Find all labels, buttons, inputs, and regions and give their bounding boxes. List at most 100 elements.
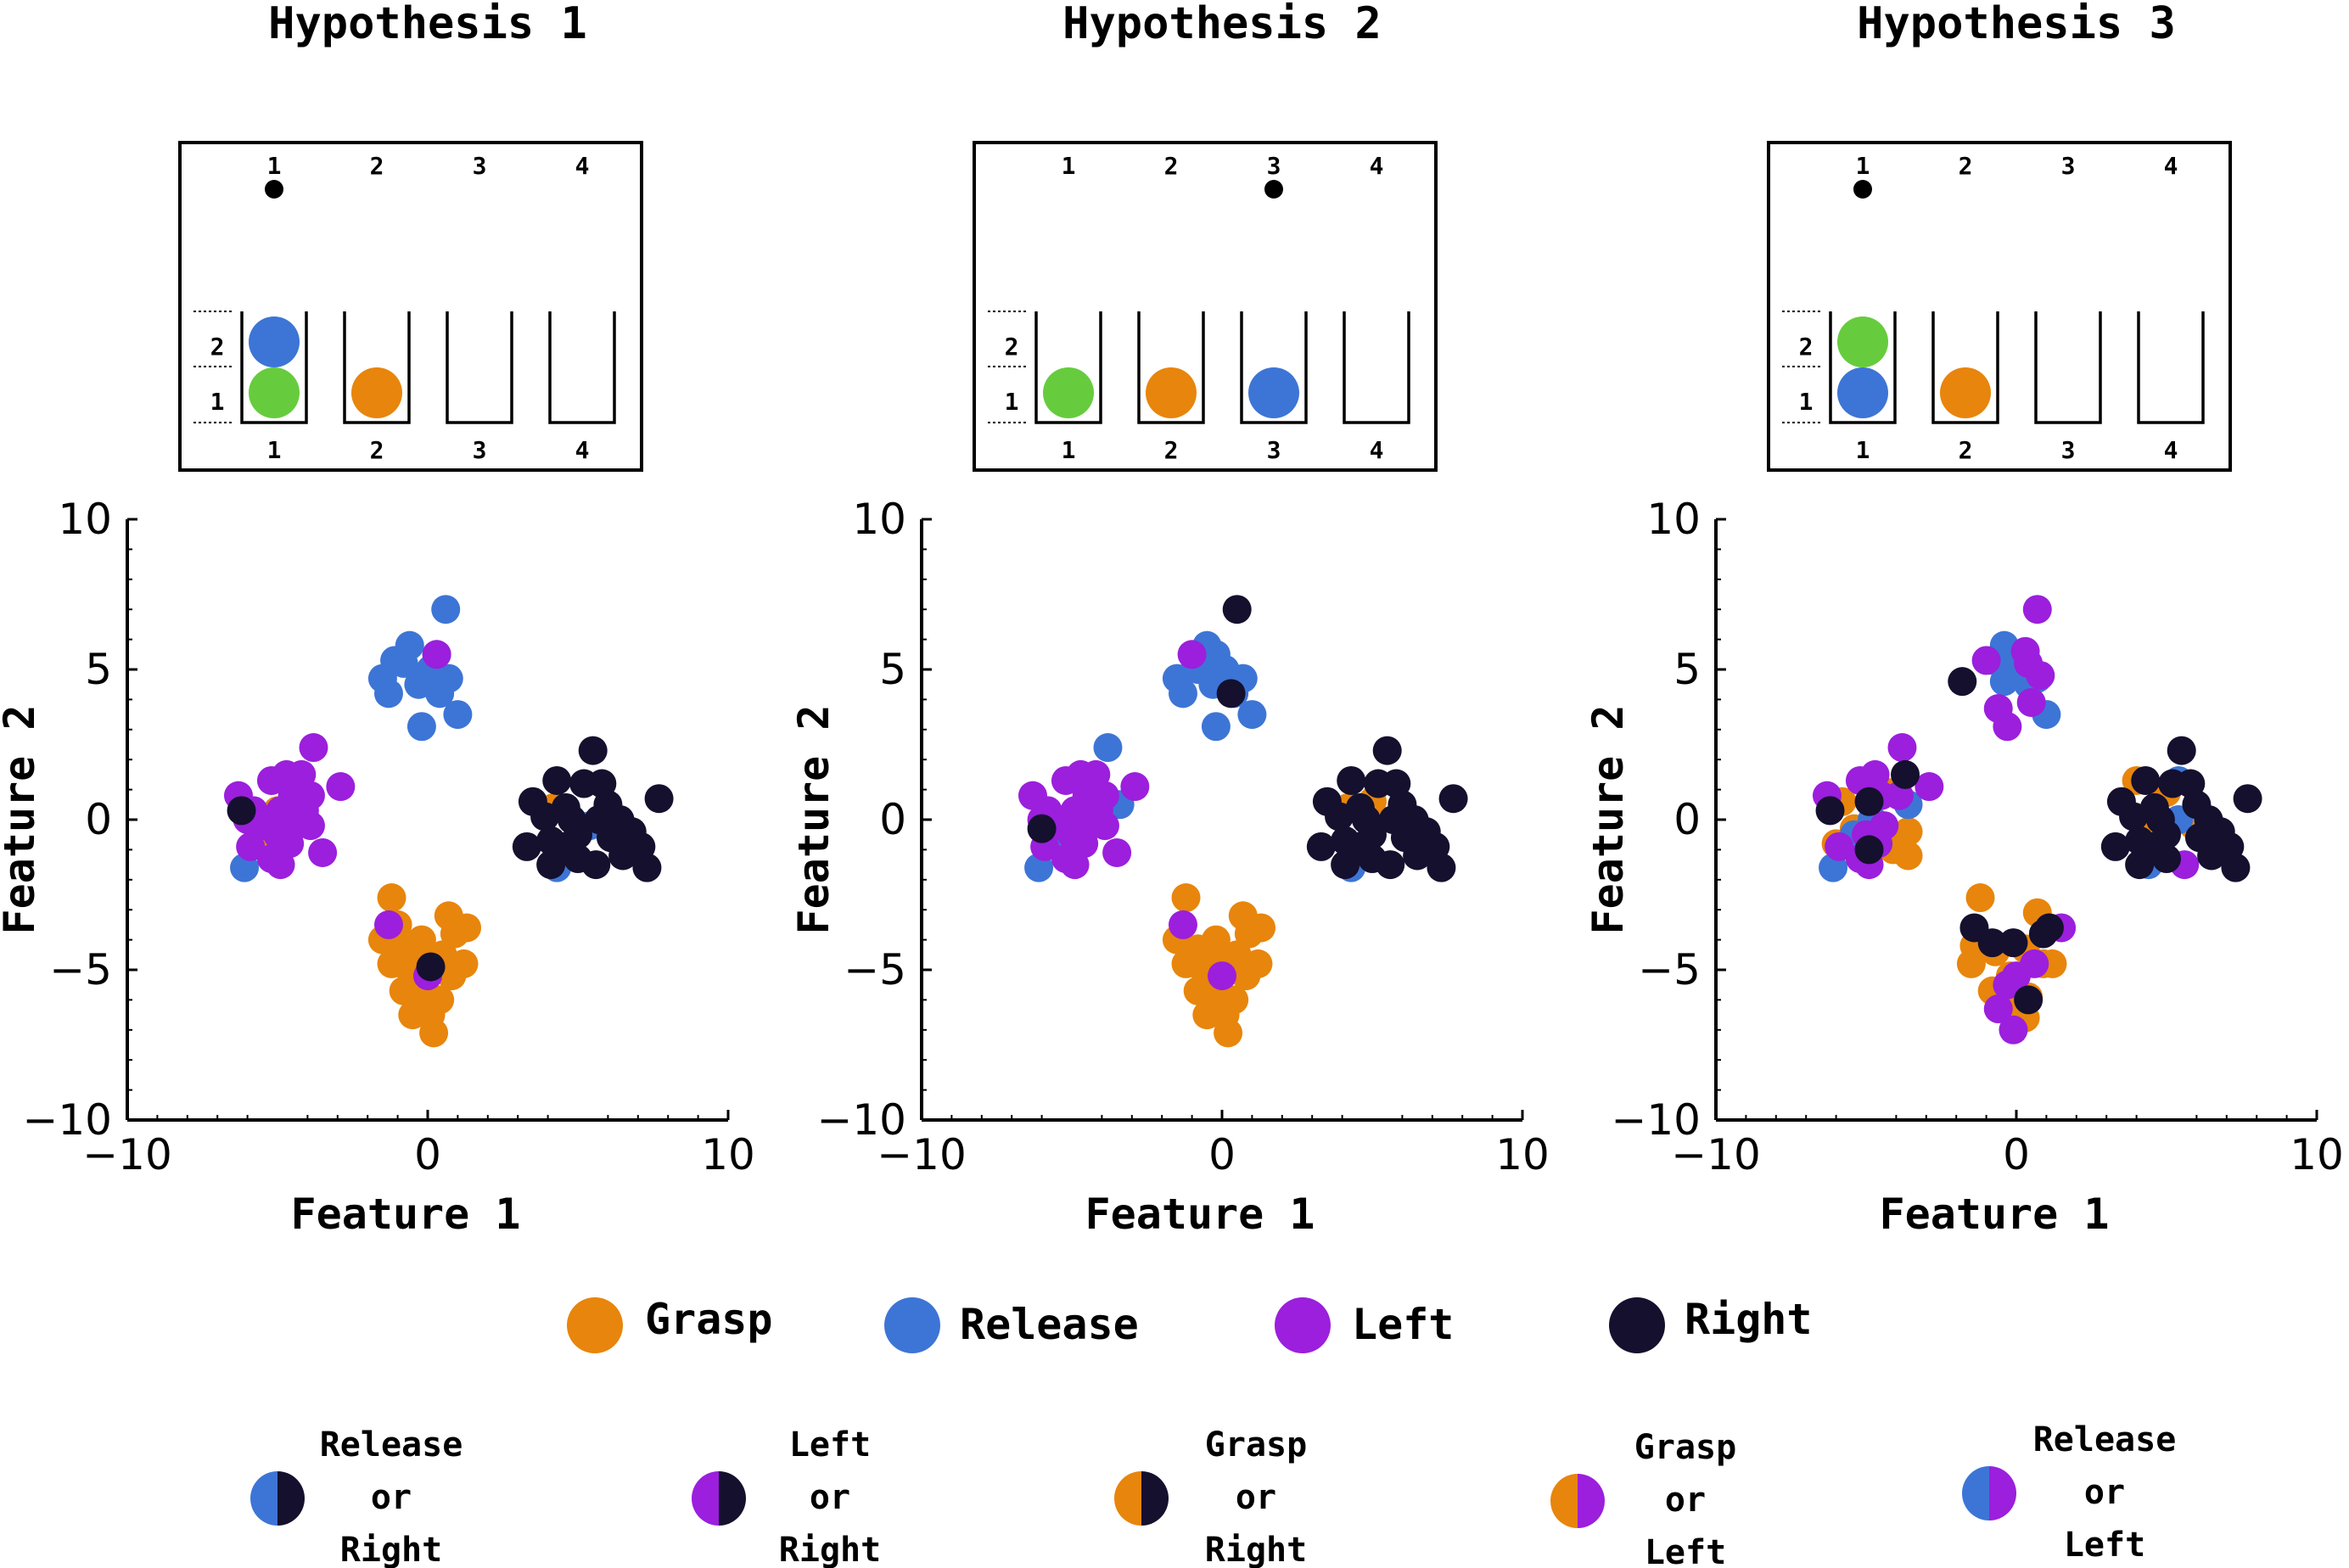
y-tick-label: −5 (49, 945, 112, 994)
point-right (1854, 835, 1884, 865)
legend-combo-label: Left (1645, 1533, 1726, 1568)
point-right (1977, 928, 2007, 958)
scatter-points (1018, 595, 1468, 1048)
point-right (1815, 796, 1845, 826)
legend-combo-marker-left-right-right-half (719, 1471, 746, 1526)
point-right (1343, 832, 1372, 861)
y-tick-label: 0 (1673, 795, 1701, 844)
point-right (512, 832, 541, 861)
hand-marker (265, 180, 283, 199)
point-right (1376, 850, 1405, 880)
legend-combo-label: Right (340, 1531, 442, 1568)
point-left (1887, 733, 1917, 763)
point-release (373, 679, 403, 708)
point-left (1084, 796, 1113, 826)
hand-marker (1264, 180, 1283, 199)
object-release (1837, 367, 1888, 418)
scatter-points (1812, 595, 2262, 1044)
point-right (2119, 802, 2149, 832)
slot-number-bottom: 3 (473, 436, 487, 464)
point-right (2197, 841, 2227, 871)
point-right (227, 796, 256, 826)
slot-number-bottom: 1 (1062, 436, 1076, 464)
state-frame (1767, 141, 2232, 472)
point-right (2137, 832, 2167, 861)
point-right (1306, 832, 1336, 861)
x-tick-label: −10 (1671, 1130, 1761, 1179)
point-right (1438, 784, 1468, 814)
y-tick-label: 10 (58, 495, 112, 544)
slot-number-top: 2 (1959, 152, 1973, 180)
point-grasp (440, 919, 469, 949)
legend-combo-marker-grasp-right-right-half (1141, 1471, 1169, 1526)
point-right (2233, 784, 2262, 814)
point-left (1993, 970, 2022, 1000)
point-right (1411, 817, 1441, 847)
point-left (1177, 640, 1207, 669)
point-grasp (419, 1018, 449, 1048)
level-label: 2 (1799, 333, 1814, 361)
legend-combo-marker-release-right-left-half (250, 1471, 278, 1526)
point-release (1201, 712, 1231, 742)
slot-number-bottom: 4 (2164, 436, 2178, 464)
point-release (404, 669, 434, 699)
legend-label-grasp: Grasp (645, 1295, 773, 1344)
point-release (389, 648, 418, 678)
point-left (1999, 1015, 2028, 1044)
legend-combo-marker-grasp-right-left-half (1114, 1471, 1141, 1526)
legend-combo-label: Release (320, 1425, 463, 1464)
hand-marker (1853, 180, 1872, 199)
legend-marker-release (884, 1297, 940, 1353)
y-tick-label: 5 (85, 645, 112, 694)
point-left (2016, 687, 2046, 717)
y-tick-label: 10 (852, 495, 906, 544)
point-right (617, 817, 647, 847)
legend-marker-right (1609, 1297, 1665, 1353)
point-left (326, 772, 356, 802)
point-left (236, 832, 266, 861)
state-frame (178, 141, 643, 472)
scatter-axes: −10 −5 0 5 10 −10 0 10 Feature 1 Feature 2 (0, 495, 755, 1239)
y-tick-label: 5 (879, 645, 906, 694)
x-tick-label: −10 (82, 1130, 172, 1179)
point-right (530, 802, 560, 832)
level-label: 2 (210, 333, 225, 361)
container (240, 311, 308, 424)
point-right (2028, 919, 2058, 949)
object-green (1043, 367, 1094, 418)
legend-label-release: Release (960, 1300, 1139, 1349)
x-tick-label: 10 (701, 1130, 755, 1179)
legend-combo-marker-grasp-right (1114, 1471, 1169, 1526)
legend-combo-label: or (1665, 1481, 1706, 1520)
point-left (1971, 646, 2001, 675)
slot-number-bottom: 2 (370, 436, 384, 464)
y-tick-label: −10 (816, 1095, 906, 1145)
point-right (2014, 985, 2043, 1015)
panel-title: Hypothesis 3 (1857, 0, 2176, 49)
x-tick-label: 10 (1495, 1130, 1550, 1179)
container (2034, 311, 2102, 424)
level-label: 2 (1005, 333, 1019, 361)
x-tick-label: −10 (877, 1130, 967, 1179)
level-label: 1 (1005, 388, 1019, 416)
point-release (1168, 679, 1197, 708)
slot-number-top: 4 (2164, 152, 2178, 180)
container (1829, 311, 1897, 424)
container (343, 311, 411, 424)
slot-number-bottom: 1 (267, 436, 282, 464)
y-tick-label: −5 (1638, 945, 1701, 994)
point-left (1983, 994, 2013, 1024)
object-green (249, 367, 300, 418)
legend-label-left: Left (1352, 1300, 1454, 1349)
point-left (1993, 712, 2022, 742)
point-left (1120, 772, 1150, 802)
container (2137, 311, 2205, 424)
legend-combo-marker-grasp-left-right-half (1578, 1474, 1605, 1528)
state-diagram: 1 2 3 4 1 2 3 4 2 1 (1767, 141, 2232, 472)
slot-number-top: 2 (1164, 152, 1179, 180)
point-right (416, 952, 446, 982)
slot-number-top: 1 (267, 152, 282, 180)
legend-combo-marker-left-right-left-half (692, 1471, 719, 1526)
point-left (1102, 837, 1132, 867)
point-right (1027, 814, 1057, 843)
